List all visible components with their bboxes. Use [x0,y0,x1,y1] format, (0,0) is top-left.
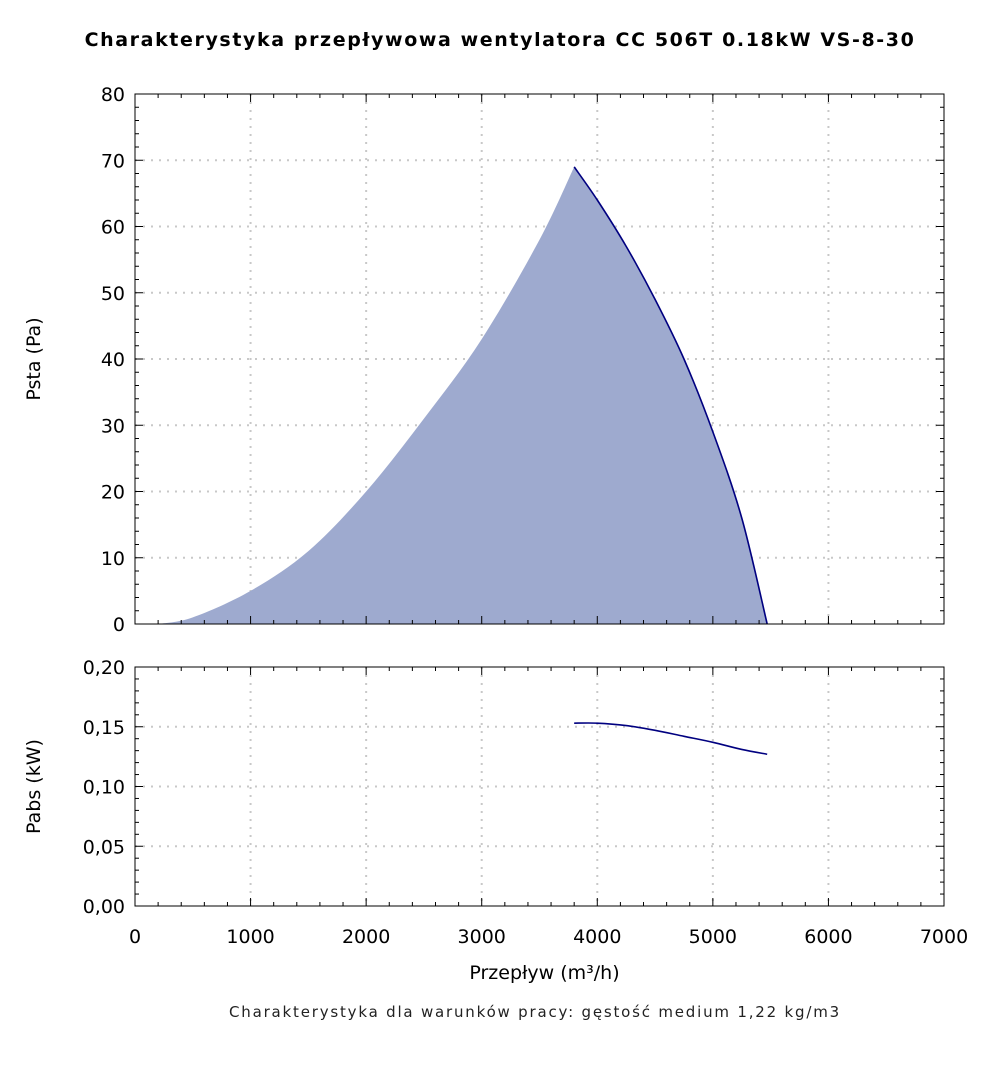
pressure-tick-marks [134,93,945,625]
pressure-panel: 0 10 20 30 40 50 60 70 80 Psta (Pa) [23,84,945,636]
pressure-y-tick-labels: 0 10 20 30 40 50 60 70 80 [101,84,125,636]
y-tick-label: 0 [113,614,125,636]
y-tick-label: 40 [101,349,125,371]
pressure-curve [573,166,768,625]
power-panel: 0,00 0,05 0,10 0,15 0,20 0 1000 2000 3000 4000 50… [23,657,968,984]
pressure-area-fill [158,166,768,624]
x-tick-label: 5000 [689,926,737,948]
y-tick-label: 60 [101,217,125,239]
y-tick-label: 0,15 [83,717,125,739]
power-tick-marks [134,666,945,907]
y-tick-label: 0,00 [83,896,125,918]
x-tick-label: 6000 [804,926,852,948]
x-tick-label: 0 [129,926,141,948]
y-tick-label: 0,05 [83,836,125,858]
y-tick-label: 30 [101,415,125,437]
power-gridlines [135,667,944,906]
x-tick-label: 4000 [573,926,621,948]
chart-title: Charakterystyka przepływowa wentylatora … [85,29,916,51]
x-tick-label: 2000 [342,926,390,948]
y-tick-label: 0,20 [83,657,125,679]
flow-axis-title: Przepływ (m³/h) [469,962,619,984]
y-tick-label: 50 [101,283,125,305]
x-tick-labels: 0 1000 2000 3000 4000 5000 6000 7000 [129,926,968,948]
power-axis-title: Pabs (kW) [23,739,45,834]
power-curve [574,722,768,756]
x-tick-label: 3000 [458,926,506,948]
y-tick-label: 70 [101,150,125,172]
y-tick-label: 10 [101,548,125,570]
power-y-tick-labels: 0,00 0,05 0,10 0,15 0,20 [83,657,125,918]
pressure-axis-title: Psta (Pa) [23,317,45,400]
y-tick-label: 80 [101,84,125,106]
operating-conditions-note: Charakterystyka dla warunków pracy: gęst… [229,1003,841,1021]
x-tick-label: 1000 [226,926,274,948]
y-tick-label: 0,10 [83,777,125,799]
x-tick-label: 7000 [920,926,968,948]
y-tick-label: 20 [101,482,125,504]
